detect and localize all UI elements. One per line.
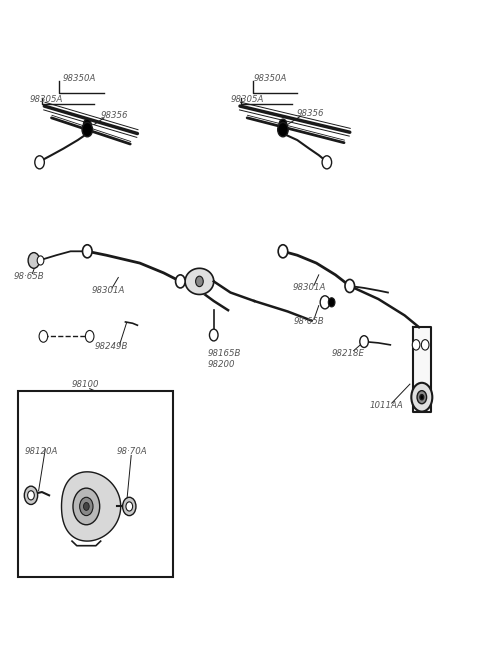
Circle shape (412, 340, 420, 350)
Text: 98305A: 98305A (230, 95, 264, 104)
Circle shape (35, 156, 44, 169)
Text: 98·65B: 98·65B (13, 271, 44, 281)
Circle shape (209, 329, 218, 341)
Text: 98350A: 98350A (62, 74, 96, 83)
Circle shape (122, 497, 136, 516)
Circle shape (83, 245, 92, 258)
Text: 98350A: 98350A (253, 74, 287, 83)
Text: 98·65B: 98·65B (293, 317, 324, 327)
Text: 98356: 98356 (101, 112, 128, 120)
Circle shape (320, 296, 330, 309)
Circle shape (176, 275, 185, 288)
Circle shape (278, 245, 288, 258)
Text: 98249B: 98249B (95, 342, 128, 351)
Circle shape (84, 503, 89, 510)
Circle shape (80, 497, 93, 516)
Bar (18, 391, 173, 577)
Text: 98356: 98356 (296, 110, 324, 118)
Text: 98301A: 98301A (292, 283, 326, 292)
Circle shape (73, 488, 100, 525)
Circle shape (84, 119, 91, 129)
Circle shape (28, 252, 39, 268)
Polygon shape (185, 268, 214, 294)
Circle shape (24, 486, 37, 505)
Text: 98100: 98100 (72, 380, 99, 388)
Circle shape (85, 330, 94, 342)
Circle shape (82, 122, 93, 137)
Text: 98301A: 98301A (92, 286, 125, 295)
Circle shape (37, 256, 44, 265)
Circle shape (360, 336, 368, 348)
Circle shape (196, 276, 203, 286)
Text: 98305A: 98305A (30, 95, 63, 104)
Text: 98·70A: 98·70A (117, 447, 147, 456)
Circle shape (411, 383, 432, 411)
Text: 98200: 98200 (207, 360, 235, 369)
Circle shape (126, 502, 132, 511)
Polygon shape (61, 472, 120, 541)
Circle shape (421, 340, 429, 350)
Polygon shape (413, 327, 431, 412)
Circle shape (328, 298, 335, 307)
Circle shape (417, 391, 427, 404)
Circle shape (39, 330, 48, 342)
Circle shape (322, 156, 332, 169)
Circle shape (420, 395, 424, 400)
Text: 98165B: 98165B (207, 349, 241, 358)
Circle shape (278, 122, 288, 137)
Text: 98120A: 98120A (24, 447, 58, 456)
Circle shape (279, 119, 287, 129)
Circle shape (28, 491, 34, 500)
Text: 98218E: 98218E (332, 349, 365, 358)
Circle shape (345, 279, 355, 292)
Text: 1011AA: 1011AA (370, 401, 404, 410)
